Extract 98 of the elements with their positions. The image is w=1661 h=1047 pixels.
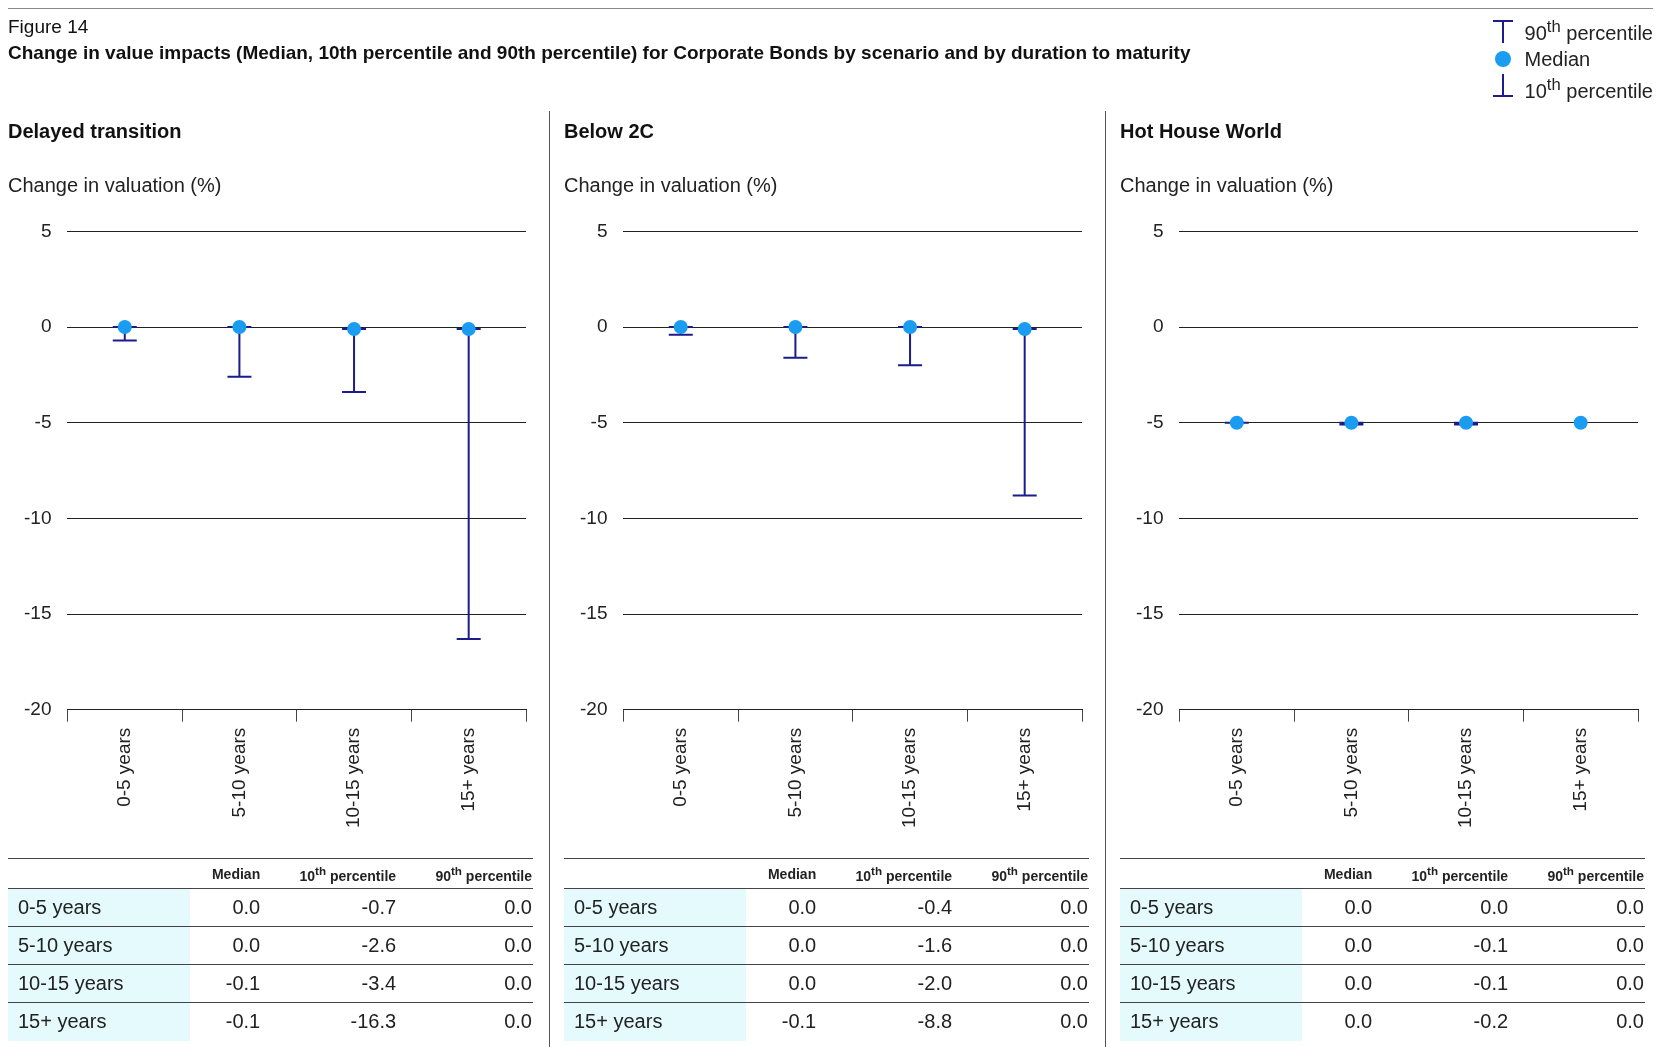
text: 0.0 xyxy=(1059,971,1089,996)
text: 0.0 xyxy=(1479,895,1510,920)
y-tick-label: 0 xyxy=(1152,315,1164,337)
text: 0.0 xyxy=(503,1009,533,1035)
text: 10$^{th}$ percentile xyxy=(1524,73,1653,104)
y-axis-title: Change in valuation (%) xyxy=(564,174,778,197)
text: 0.0 xyxy=(1059,895,1089,920)
text: 0.0 xyxy=(1343,895,1374,920)
text: 0.0 xyxy=(1343,971,1374,996)
x-tick-label: 15+ years xyxy=(1012,727,1034,812)
x-tick-label: 10-15 years xyxy=(342,727,364,829)
category-label: 10-15 years xyxy=(574,972,680,994)
text: 0.0 xyxy=(1343,933,1374,958)
x-tick-label: 5-10 years xyxy=(783,727,805,818)
text: Change in value impacts (Median, 10th percentile and 90th percentile) for Corporate Bonds by scenario and by duration to maturity xyxy=(8,42,1191,64)
text: 10$^{th}$ percentile xyxy=(854,862,954,886)
text: -0.1 xyxy=(1472,933,1510,958)
text: -16.3 xyxy=(349,1009,398,1035)
text: -0.2 xyxy=(1472,1009,1510,1035)
category-label: 0-5 years xyxy=(574,896,658,918)
category-label: 15+ years xyxy=(574,1010,663,1033)
text: 90$^{th}$ percentile xyxy=(990,862,1089,886)
legend-label: Median xyxy=(1524,46,1591,72)
y-axis-title: Change in valuation (%) xyxy=(8,174,222,197)
text: 0.0 xyxy=(787,933,818,958)
category-label: 10-15 years xyxy=(18,972,124,994)
x-tick-label: 15+ years xyxy=(456,727,478,812)
caption: Figure 14 xyxy=(8,16,89,38)
text: 0.0 xyxy=(1059,1009,1089,1035)
text: 0.0 xyxy=(787,895,818,920)
text: 0.0 xyxy=(787,971,818,996)
text: 0.0 xyxy=(503,895,533,920)
chart-title: Below 2C xyxy=(564,120,655,143)
text: -2.0 xyxy=(916,971,954,996)
y-tick-label: -5 xyxy=(1146,410,1164,432)
y-tick-label: -10 xyxy=(1135,506,1164,528)
y-tick-label: -5 xyxy=(34,410,52,432)
y-tick-label: 5 xyxy=(40,219,52,241)
category-label: 0-5 years xyxy=(18,896,102,918)
y-tick-label: -10 xyxy=(579,506,608,528)
y-tick-label: 0 xyxy=(40,315,52,337)
text: -0.4 xyxy=(916,895,954,920)
y-tick-label: -20 xyxy=(1135,697,1164,719)
y-tick-label: 5 xyxy=(1152,219,1164,241)
text: -2.6 xyxy=(360,933,398,958)
text: -0.1 xyxy=(224,1009,262,1035)
text: -0.1 xyxy=(1472,971,1510,996)
y-tick-label: -15 xyxy=(579,602,608,624)
x-tick-label: 5-10 years xyxy=(227,727,249,818)
text: 90$^{th}$ percentile xyxy=(434,862,533,886)
y-tick-label: -10 xyxy=(23,506,52,528)
chart-title: Delayed transition xyxy=(8,120,182,143)
y-tick-label: -15 xyxy=(23,602,52,624)
text: 0.0 xyxy=(1615,971,1645,996)
text: 0.0 xyxy=(231,895,262,920)
chart-title: Hot House World xyxy=(1120,120,1282,143)
category-label: 15+ years xyxy=(1130,1010,1219,1033)
y-tick-label: 0 xyxy=(596,315,608,337)
text: 0.0 xyxy=(1059,933,1089,958)
y-tick-label: -20 xyxy=(579,697,608,719)
x-tick-label: 15+ years xyxy=(1568,727,1590,812)
text: 0.0 xyxy=(503,933,533,958)
text: Median xyxy=(766,864,818,884)
text: 0.0 xyxy=(1615,933,1645,958)
category-label: 10-15 years xyxy=(1130,972,1236,994)
x-tick-label: 10-15 years xyxy=(898,727,920,829)
x-tick-label: 0-5 years xyxy=(113,727,135,807)
text: 0.0 xyxy=(231,933,262,958)
text: -0.1 xyxy=(780,1009,818,1035)
text: 0.0 xyxy=(1615,895,1645,920)
y-tick-label: -5 xyxy=(590,410,608,432)
category-label: 5-10 years xyxy=(1130,934,1225,956)
category-label: 0-5 years xyxy=(1130,896,1214,918)
text: -0.7 xyxy=(360,895,398,920)
text: 0.0 xyxy=(1343,1009,1374,1035)
text: 90$^{th}$ percentile xyxy=(1546,862,1645,886)
x-tick-label: 5-10 years xyxy=(1339,727,1361,818)
y-tick-label: -20 xyxy=(23,697,52,719)
x-tick-label: 0-5 years xyxy=(1225,727,1247,807)
text: Median xyxy=(210,864,262,884)
category-label: 5-10 years xyxy=(574,934,669,956)
category-label: 5-10 years xyxy=(18,934,113,956)
text: 10$^{th}$ percentile xyxy=(298,862,398,886)
y-axis-title: Change in valuation (%) xyxy=(1120,174,1334,197)
text: 90$^{th}$ percentile xyxy=(1524,17,1653,44)
y-tick-label: -15 xyxy=(1135,602,1164,624)
text: 0.0 xyxy=(503,971,533,996)
text: -0.1 xyxy=(224,971,262,996)
text: -1.6 xyxy=(916,933,954,958)
text: -8.8 xyxy=(916,1009,954,1035)
y-tick-label: 5 xyxy=(596,219,608,241)
category-label: 15+ years xyxy=(18,1010,107,1033)
text: Median xyxy=(1323,865,1373,882)
text: 10$^{th}$ percentile xyxy=(1411,863,1509,884)
text: 0.0 xyxy=(1615,1009,1645,1035)
x-tick-label: 10-15 years xyxy=(1454,727,1476,829)
text: -3.4 xyxy=(360,971,398,996)
x-tick-label: 0-5 years xyxy=(669,727,691,807)
